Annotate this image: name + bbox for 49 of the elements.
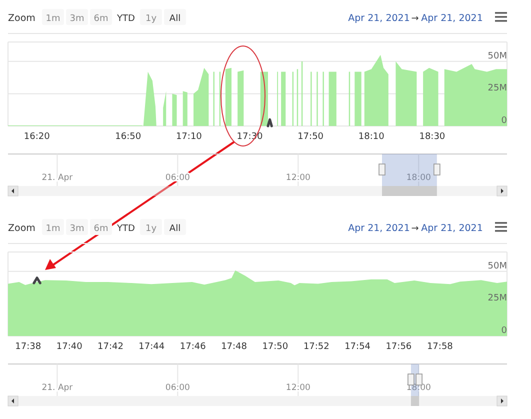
x-tick-label: 17:50	[298, 132, 324, 142]
y-tick-label: 25M	[488, 294, 507, 304]
text: All	[169, 14, 181, 24]
x-tick-label: 17:50	[262, 342, 288, 352]
text: YTD	[116, 224, 136, 234]
text: Apr 21, 2021	[348, 13, 410, 24]
text: Apr 21, 2021	[421, 223, 483, 234]
y-tick-label: 50M	[488, 261, 507, 272]
x-tick-label: 17:38	[15, 342, 42, 352]
x-tick-label: 17:44	[138, 342, 165, 352]
x-tick-label: 18:30	[419, 132, 446, 142]
x-tick-label: 17:56	[386, 342, 412, 352]
x2-tick-label: 12:00	[286, 383, 310, 393]
text: Zoom	[8, 223, 36, 234]
x-tick-label: 17:52	[303, 342, 330, 352]
x2-tick-label: 21. Apr	[42, 383, 74, 393]
x-tick-label: 17:42	[98, 342, 124, 352]
x2-tick-label: 21. Apr	[42, 173, 74, 183]
x-tick-label: 17:46	[180, 342, 206, 352]
text: Apr 21, 2021	[421, 13, 483, 24]
text: 6m	[94, 224, 108, 234]
text: YTD	[116, 14, 136, 24]
y-tick-label: 0	[501, 116, 508, 126]
text: Zoom	[8, 13, 36, 24]
x2-tick-label: 18:00	[406, 173, 431, 183]
x-tick-label: 17:58	[426, 342, 454, 352]
y-tick-label: 50M	[488, 51, 507, 62]
text: 6m	[94, 14, 108, 24]
x-tick-label: 17:40	[56, 342, 83, 352]
x-tick-label: 17:48	[221, 342, 248, 352]
text: Apr 21, 2021	[348, 223, 410, 234]
text: 1m	[46, 14, 60, 24]
text: 3m	[70, 224, 84, 234]
x2-tick-label: 06:00	[165, 383, 190, 393]
text: All	[169, 224, 181, 234]
x-tick-label: 17:54	[344, 342, 371, 352]
x-tick-label: 16:50	[115, 132, 142, 142]
text: →	[411, 224, 420, 234]
x-tick-label: 17:10	[176, 132, 202, 142]
text: 1y	[145, 14, 158, 24]
y-tick-label: 25M	[488, 84, 507, 94]
x-tick-label: 18:10	[358, 132, 385, 142]
text: 1y	[145, 224, 158, 234]
x-tick-label: 16:20	[24, 132, 50, 142]
text: →	[411, 14, 420, 24]
x2-tick-label: 12:00	[286, 173, 310, 183]
text: 3m	[70, 14, 84, 24]
text: 1m	[46, 224, 60, 234]
y-tick-label: 0	[501, 326, 508, 336]
